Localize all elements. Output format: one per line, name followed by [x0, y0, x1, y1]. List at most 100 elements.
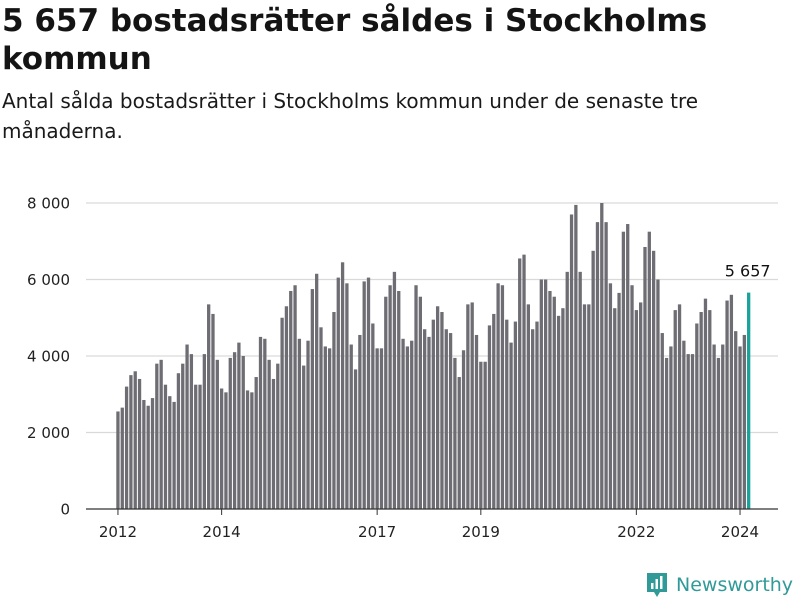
bar [336, 277, 340, 509]
bar [150, 398, 155, 509]
bar [734, 331, 738, 509]
bar [250, 392, 254, 509]
bar [578, 271, 582, 509]
bar [613, 308, 617, 509]
x-tick-label: 2024 [721, 523, 759, 541]
brand-name: Newsworthy [676, 574, 794, 596]
bar [682, 340, 686, 509]
newsworthy-icon [647, 573, 667, 597]
bar [431, 319, 435, 509]
bar [388, 285, 392, 509]
bar [133, 371, 137, 509]
bar [738, 346, 742, 509]
x-tick-label: 2019 [462, 523, 500, 541]
x-tick-label: 2017 [358, 523, 396, 541]
bar [267, 359, 271, 509]
bar [211, 313, 215, 509]
chart-subtitle: Antal sålda bostadsrätter i Stockholms k… [2, 89, 699, 143]
bar [656, 279, 660, 509]
bar [289, 290, 293, 509]
bar [535, 321, 539, 509]
bar [384, 296, 388, 509]
bar [587, 304, 591, 509]
bar [215, 359, 219, 509]
bar [548, 290, 552, 509]
bar [651, 250, 656, 509]
bar [699, 312, 703, 509]
bar [310, 289, 314, 509]
bar [185, 344, 189, 509]
bar [366, 277, 371, 509]
bar-chart: 0 2 000 4 000 6 000 8 000 2012 2014 2017 2019 202… [27, 195, 778, 541]
bar [280, 317, 284, 509]
bar [371, 323, 375, 509]
bar [673, 310, 677, 509]
bar [712, 344, 716, 509]
bar [686, 354, 690, 509]
bar [556, 315, 561, 509]
bar [418, 296, 422, 509]
bar [129, 375, 133, 510]
bar [543, 279, 548, 509]
bar [258, 336, 263, 510]
bar [332, 312, 336, 509]
bar [664, 357, 669, 509]
bar [492, 313, 496, 509]
bar [392, 271, 397, 509]
bar [582, 304, 587, 509]
bar [725, 300, 729, 509]
bar [401, 338, 405, 509]
bar [349, 344, 353, 509]
bar [202, 354, 206, 509]
y-tick-label: 6 000 [27, 271, 70, 289]
bar [116, 411, 120, 509]
newsworthy-logo: Newsworthy [645, 569, 793, 601]
bar [703, 298, 708, 510]
bar [513, 321, 518, 509]
bar [695, 323, 699, 509]
bar [500, 285, 505, 509]
bar [232, 352, 237, 509]
bar [531, 329, 535, 509]
bar [198, 384, 202, 509]
bar [669, 346, 673, 509]
y-tick-label: 0 [60, 501, 70, 519]
bar [181, 363, 185, 509]
bar [457, 377, 461, 509]
bar [120, 407, 124, 509]
bar [595, 222, 600, 510]
bar [721, 344, 725, 509]
bar [163, 384, 168, 509]
bar [626, 224, 630, 510]
bar [379, 348, 384, 509]
bar [565, 271, 569, 509]
bar [643, 246, 647, 510]
bar [617, 292, 621, 509]
bar [271, 378, 276, 509]
bar [427, 336, 431, 510]
bar [306, 340, 310, 509]
bar [241, 356, 245, 509]
bar [284, 306, 289, 509]
bar [207, 304, 211, 509]
bar [276, 363, 280, 509]
bar [228, 357, 232, 509]
bar [124, 386, 129, 509]
bar [518, 258, 522, 509]
bar [410, 340, 414, 509]
bar [526, 304, 530, 509]
bar [194, 384, 198, 509]
bar [742, 334, 746, 509]
bar [353, 369, 358, 509]
bar [168, 396, 172, 509]
bar [340, 262, 345, 509]
y-tick-label: 8 000 [27, 195, 70, 213]
bar [254, 377, 258, 509]
y-tick-label: 4 000 [27, 348, 70, 366]
bar [522, 254, 526, 509]
bar [263, 338, 267, 509]
bar [634, 310, 638, 509]
bar [146, 405, 150, 509]
bar [448, 333, 453, 509]
bar [461, 350, 466, 509]
